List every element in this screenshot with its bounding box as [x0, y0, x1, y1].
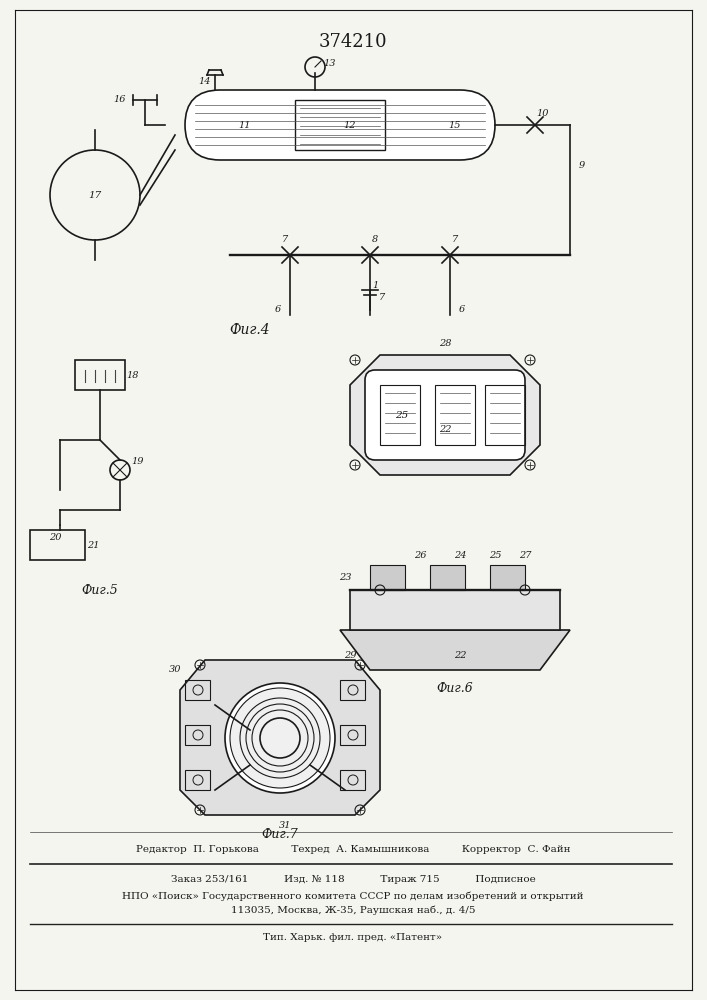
Text: 22: 22 [454, 650, 466, 660]
Bar [340, 725, 365, 745]
Polygon shape [180, 660, 380, 815]
Text: 27: 27 [519, 550, 531, 560]
Text: 374210: 374210 [319, 33, 387, 51]
Bar [485, 385, 525, 445]
Text: 15: 15 [449, 120, 461, 129]
Bar [340, 680, 365, 700]
Text: 13: 13 [324, 58, 337, 68]
Text: 29: 29 [344, 650, 356, 660]
Text: 6: 6 [275, 306, 281, 314]
Text: 21: 21 [87, 540, 99, 550]
Text: 8: 8 [372, 235, 378, 244]
Text: 17: 17 [88, 190, 102, 200]
Text: 25: 25 [489, 550, 501, 560]
Bar [295, 100, 385, 150]
Bar [490, 565, 525, 590]
Text: 23: 23 [339, 574, 351, 582]
Text: 9: 9 [579, 160, 585, 169]
Bar [185, 770, 210, 790]
Text: 31: 31 [279, 820, 291, 830]
Text: 20: 20 [49, 534, 62, 542]
Text: 28: 28 [439, 338, 451, 348]
Circle shape [225, 683, 335, 793]
Bar [430, 565, 465, 590]
Text: 16: 16 [114, 96, 127, 104]
Text: Заказ 253/161           Изд. № 118           Тираж 715           Подписное: Заказ 253/161 Изд. № 118 Тираж 715 Подпи… [170, 876, 535, 884]
Text: 1: 1 [372, 280, 378, 290]
Text: 12: 12 [344, 120, 356, 129]
Bar [185, 725, 210, 745]
Text: 25: 25 [395, 410, 408, 420]
Polygon shape [350, 355, 540, 475]
Bar [350, 590, 560, 630]
Text: 7: 7 [282, 235, 288, 244]
Polygon shape [340, 630, 570, 670]
Text: 113035, Москва, Ж-35, Раушская наб., д. 4/5: 113035, Москва, Ж-35, Раушская наб., д. … [230, 905, 475, 915]
Text: 19: 19 [132, 458, 144, 466]
Text: 6: 6 [459, 306, 465, 314]
Text: Тип. Харьк. фил. пред. «Патент»: Тип. Харьк. фил. пред. «Патент» [264, 934, 443, 942]
Text: 10: 10 [537, 108, 549, 117]
Text: 18: 18 [127, 370, 139, 379]
Bar [370, 565, 405, 590]
Bar [380, 385, 420, 445]
FancyBboxPatch shape [365, 370, 525, 460]
Text: Фиг.6: Фиг.6 [437, 682, 474, 694]
Text: НПО «Поиск» Государственного комитета СССР по делам изобретений и открытий: НПО «Поиск» Государственного комитета СС… [122, 891, 584, 901]
Text: Редактор  П. Горькова          Техред  А. Камышникова          Корректор  С. Фай: Редактор П. Горькова Техред А. Камышнико… [136, 846, 571, 854]
Text: 26: 26 [414, 550, 426, 560]
Text: 22: 22 [439, 426, 451, 434]
Text: Фиг.7: Фиг.7 [262, 828, 298, 842]
Circle shape [230, 688, 330, 788]
Bar [75, 360, 125, 390]
Text: Фиг.5: Фиг.5 [81, 584, 118, 596]
Bar [185, 680, 210, 700]
Bar [435, 385, 475, 445]
Text: 7: 7 [452, 235, 458, 244]
Text: 14: 14 [199, 78, 211, 87]
Bar [340, 770, 365, 790]
Text: 11: 11 [239, 120, 251, 129]
Bar [30, 530, 85, 560]
Text: 24: 24 [454, 550, 466, 560]
Text: 30: 30 [169, 666, 181, 674]
Text: Фиг.4: Фиг.4 [230, 323, 270, 337]
Text: 7: 7 [379, 292, 385, 302]
FancyBboxPatch shape [185, 90, 495, 160]
